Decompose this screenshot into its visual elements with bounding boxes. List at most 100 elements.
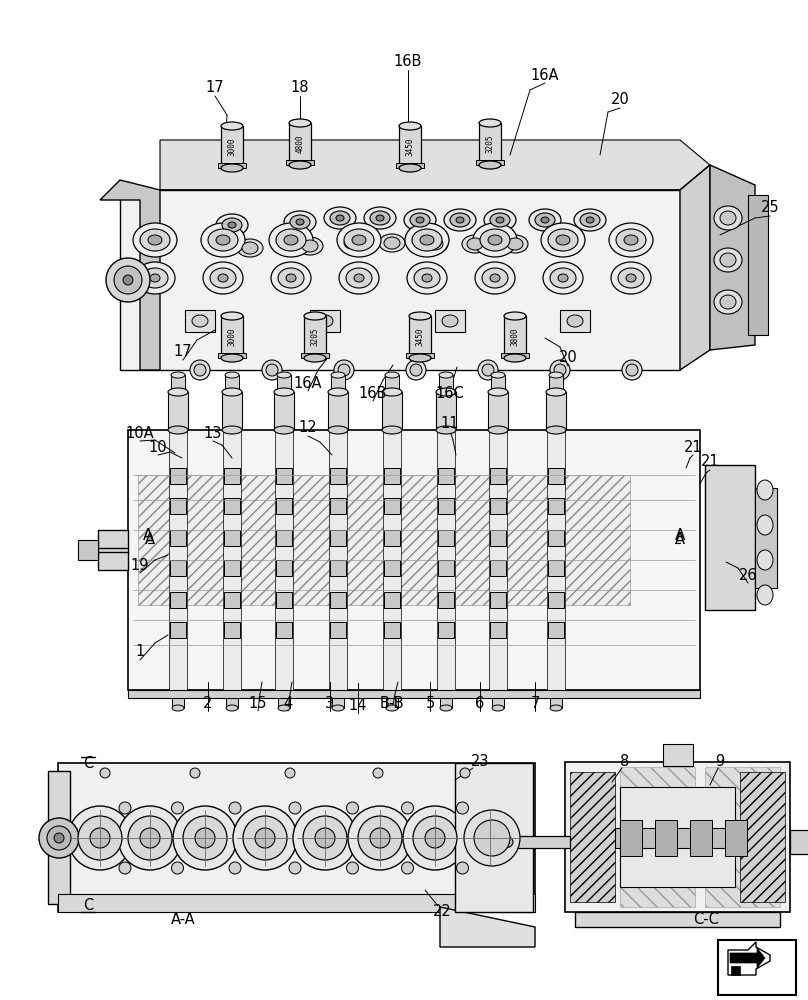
Bar (382, 392, 402, 430)
Circle shape (114, 266, 142, 294)
Ellipse shape (497, 836, 513, 848)
Bar (224, 622, 240, 638)
Circle shape (140, 828, 160, 848)
Ellipse shape (586, 217, 594, 223)
Bar (548, 530, 564, 546)
Ellipse shape (277, 372, 291, 378)
Bar (438, 560, 454, 576)
Bar (225, 375, 239, 392)
Ellipse shape (290, 215, 310, 229)
Ellipse shape (385, 372, 399, 378)
Ellipse shape (274, 426, 294, 434)
Bar (170, 560, 186, 576)
Text: 25: 25 (760, 200, 779, 216)
Ellipse shape (480, 229, 510, 251)
Ellipse shape (714, 206, 742, 230)
Circle shape (293, 806, 357, 870)
Circle shape (190, 768, 200, 778)
Ellipse shape (479, 119, 501, 127)
Ellipse shape (203, 262, 243, 294)
Circle shape (233, 806, 297, 870)
Bar (755, 488, 777, 588)
Text: 14: 14 (349, 698, 368, 712)
Bar (547, 430, 565, 690)
Bar (384, 498, 400, 514)
Bar (489, 430, 507, 690)
Bar (491, 375, 505, 392)
Ellipse shape (289, 161, 311, 169)
Circle shape (183, 816, 227, 860)
Circle shape (194, 364, 206, 376)
Ellipse shape (626, 274, 636, 282)
Ellipse shape (286, 274, 296, 282)
Bar (399, 126, 421, 168)
Bar (488, 392, 508, 430)
Ellipse shape (720, 211, 736, 225)
Bar (504, 316, 526, 358)
Ellipse shape (546, 426, 566, 434)
Ellipse shape (332, 705, 344, 711)
Ellipse shape (221, 312, 243, 320)
Circle shape (474, 820, 510, 856)
Bar (615, 828, 740, 848)
Ellipse shape (450, 213, 470, 227)
Ellipse shape (558, 274, 568, 282)
Polygon shape (440, 907, 535, 947)
Text: C-C: C-C (693, 912, 719, 928)
Bar (168, 392, 188, 430)
Bar (277, 375, 291, 392)
Bar (58, 763, 535, 912)
Circle shape (402, 802, 414, 814)
Ellipse shape (482, 268, 508, 288)
Text: 3450: 3450 (406, 138, 415, 156)
Bar (330, 560, 346, 576)
Bar (620, 787, 735, 887)
Bar (222, 392, 242, 430)
Bar (550, 690, 562, 708)
Ellipse shape (218, 274, 228, 282)
Bar (170, 530, 186, 546)
Bar (705, 465, 755, 610)
Circle shape (195, 828, 215, 848)
Text: 10A: 10A (126, 426, 154, 440)
Polygon shape (160, 140, 710, 190)
Ellipse shape (297, 237, 323, 255)
Bar (223, 430, 241, 690)
Bar (58, 894, 535, 912)
Ellipse shape (422, 235, 448, 253)
Bar (725, 820, 747, 856)
Bar (383, 430, 401, 690)
Ellipse shape (467, 238, 483, 250)
Ellipse shape (228, 222, 236, 228)
Bar (620, 767, 695, 907)
Circle shape (358, 816, 402, 860)
Bar (548, 498, 564, 514)
Ellipse shape (379, 234, 405, 252)
Text: 5: 5 (425, 696, 435, 710)
Bar (546, 392, 566, 430)
Circle shape (338, 364, 350, 376)
Text: 6: 6 (475, 696, 485, 710)
Ellipse shape (384, 237, 400, 249)
Bar (289, 123, 311, 165)
Text: A: A (145, 532, 155, 548)
Circle shape (106, 258, 150, 302)
Ellipse shape (416, 217, 424, 223)
Ellipse shape (222, 426, 242, 434)
Bar (505, 836, 570, 848)
Ellipse shape (331, 372, 345, 378)
Ellipse shape (150, 274, 160, 282)
Ellipse shape (541, 223, 585, 257)
Bar (570, 772, 615, 902)
Bar (490, 622, 506, 638)
Ellipse shape (354, 274, 364, 282)
Ellipse shape (714, 248, 742, 272)
Bar (384, 530, 400, 546)
Circle shape (289, 862, 301, 874)
Bar (304, 316, 326, 358)
Ellipse shape (222, 388, 242, 396)
Circle shape (289, 802, 301, 814)
Text: 4800: 4800 (296, 135, 305, 153)
Text: 9: 9 (715, 754, 725, 770)
Bar (224, 498, 240, 514)
